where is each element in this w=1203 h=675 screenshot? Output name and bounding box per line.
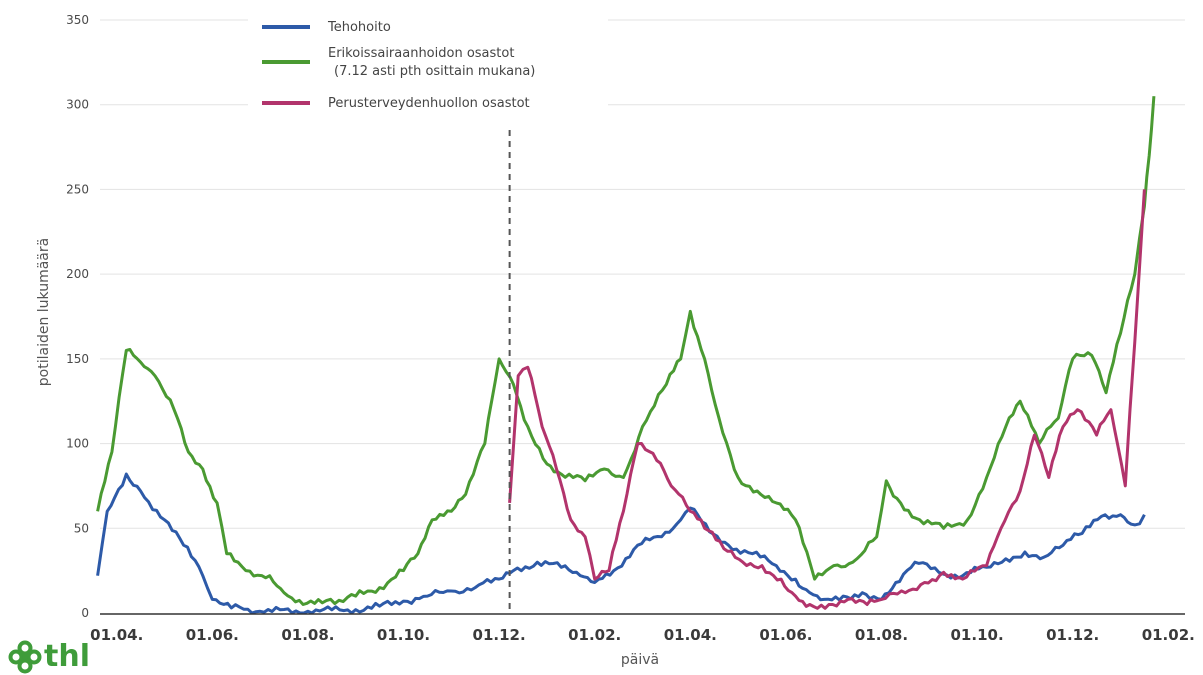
y-tick-labels: 0 50 100 150 200 250 300 350: [66, 13, 89, 620]
x-tick-label: 01.06.: [186, 626, 239, 644]
logo-text: thl: [44, 639, 90, 674]
y-tick-label: 150: [66, 352, 89, 366]
thl-logo: thl: [8, 640, 90, 674]
y-tick-label: 300: [66, 98, 89, 112]
x-tick-labels: 01.04. 01.06. 01.08. 01.10. 01.12. 01.02. 01.0…: [90, 626, 1195, 644]
legend: Tehohoito Erikoissairaanhoidon osastot (7.…: [248, 8, 608, 120]
thl-flower-icon: [8, 640, 42, 674]
series-line-2: [96, 96, 1156, 606]
y-axis-title: potilaiden lukumäärä: [36, 238, 52, 386]
x-tick-label: 01.12.: [473, 626, 526, 644]
x-tick-label: 01.06.: [759, 626, 812, 644]
x-tick-label: 01.08.: [855, 626, 908, 644]
series-lines: [96, 96, 1156, 615]
series-line-1: [96, 472, 1146, 615]
legend-label: Erikoissairaanhoidon osastot: [328, 46, 514, 61]
y-tick-label: 100: [66, 437, 89, 451]
x-tick-label: 01.12.: [1046, 626, 1099, 644]
legend-label: Tehohoito: [327, 20, 391, 35]
x-tick-label: 01.08.: [281, 626, 334, 644]
x-tick-label: 01.02.: [568, 626, 621, 644]
x-tick-label: 01.04.: [90, 626, 143, 644]
y-tick-label: 200: [66, 267, 89, 281]
y-tick-label: 50: [74, 521, 89, 535]
y-tick-label: 250: [66, 182, 89, 196]
y-tick-label: 350: [66, 13, 89, 27]
legend-label: Perusterveydenhuollon osastot: [328, 96, 530, 111]
y-tick-label: 0: [81, 606, 89, 620]
legend-label: (7.12 asti pth osittain mukana): [334, 64, 535, 79]
series-line-3: [508, 189, 1146, 610]
x-tick-label: 01.10.: [951, 626, 1004, 644]
x-tick-label: 01.02.: [1142, 626, 1195, 644]
x-tick-label: 01.04.: [664, 626, 717, 644]
x-tick-label: 01.10.: [377, 626, 430, 644]
x-axis-title: päivä: [621, 652, 659, 668]
